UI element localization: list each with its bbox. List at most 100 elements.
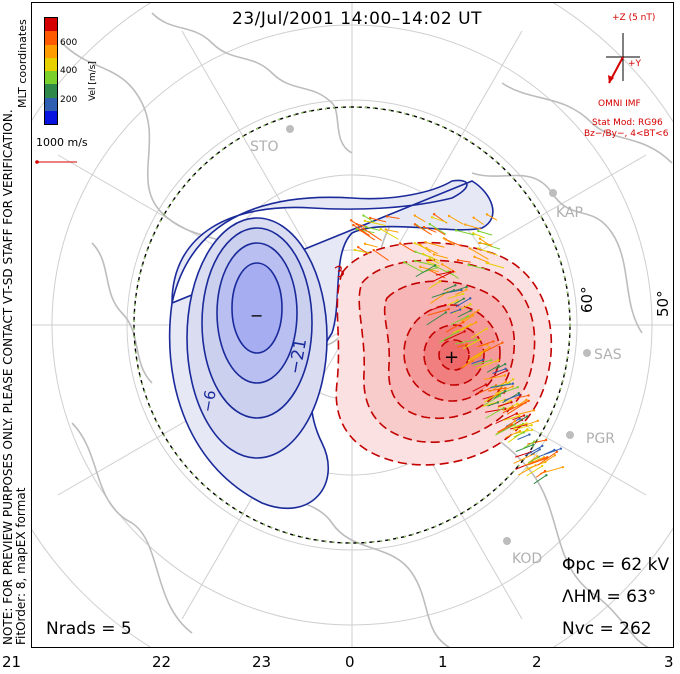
colorbar-tick-600: 600 (60, 38, 78, 48)
velocity-vector-origin (516, 386, 520, 389)
stat-lambda-label: ΛHM (562, 587, 602, 607)
velocity-vector-origin (478, 237, 482, 240)
stat-nvc-value: = 262 (599, 619, 652, 639)
velocity-vector-origin (485, 261, 489, 265)
velocity-vector (455, 339, 476, 345)
velocity-vector (524, 456, 545, 466)
velocity-vector-origin (364, 225, 367, 229)
velocity-vector-origin (525, 415, 529, 418)
velocity-vector-origin (384, 228, 387, 231)
velocity-vector (513, 453, 534, 464)
velocity-vector-origin (530, 423, 533, 427)
velocity-vector-origin (503, 362, 507, 366)
velocity-vector (495, 386, 513, 394)
velocity-vector-origin (553, 454, 557, 457)
velocity-vector-origin (350, 219, 353, 222)
velocity-vector-origin (510, 401, 513, 404)
velocity-vector (486, 365, 499, 373)
velocity-vector (486, 214, 498, 221)
lat-label-50: 50° (654, 290, 672, 317)
velocity-vector-origin (472, 216, 475, 219)
velocity-vector-origin (511, 385, 514, 388)
velocity-vector (354, 249, 370, 254)
velocity-vector-origin (518, 417, 521, 420)
colorbar-cell (45, 57, 57, 71)
velocity-vector-origin (403, 261, 406, 264)
velocity-vector (435, 228, 446, 236)
velocity-vector-origin (528, 433, 531, 436)
velocity-vector (448, 215, 464, 225)
velocity-vector (363, 215, 375, 223)
velocity-vector-origin (522, 431, 526, 434)
velocity-vector-origin (543, 469, 547, 473)
velocity-vector (503, 394, 520, 401)
velocity-vector (414, 223, 432, 236)
velocity-vector-origin (477, 309, 480, 312)
velocity-vector (452, 303, 471, 314)
velocity-vector (359, 229, 376, 241)
velocity-vector-origin (435, 266, 438, 269)
velocity-vector-origin (438, 280, 442, 283)
velocity-vector (447, 299, 458, 306)
velocity-vector (353, 224, 371, 236)
velocity-vector (443, 284, 456, 291)
velocity-vector-origin (363, 242, 367, 246)
velocity-vector (428, 261, 440, 267)
velocity-vector-origin (510, 423, 513, 426)
velocity-vector (515, 409, 535, 416)
velocity-vector-origin (541, 444, 544, 448)
velocity-vector-origin (456, 299, 459, 302)
velocity-vector (425, 241, 445, 248)
velocity-vector-origin (465, 288, 468, 291)
velocity-vector-origin (462, 320, 465, 324)
velocity-vector (538, 448, 562, 458)
velocity-vector-origin (469, 297, 472, 300)
velocity-vector (518, 415, 528, 423)
velocity-vector-origin (533, 440, 536, 443)
negative-potential-cell (168, 179, 494, 509)
velocity-vector-origin (413, 223, 417, 226)
velocity-vector-origin (447, 308, 450, 311)
velocity-vector-origin (518, 414, 521, 418)
velocity-vector-origin (385, 215, 389, 218)
velocity-vector (497, 401, 512, 407)
stat-lambda-value: = 63° (606, 587, 657, 607)
velocity-vector (492, 368, 506, 374)
hour-label-21: 21 (2, 653, 22, 671)
velocity-vector-origin (504, 380, 508, 384)
lat-label-60: 60° (578, 286, 596, 313)
velocity-vector-origin (355, 228, 358, 231)
velocity-vector (385, 229, 399, 233)
velocity-vector (523, 441, 535, 449)
velocity-vector-origin (525, 422, 528, 425)
min-marker: − (250, 306, 263, 325)
station-kod: KOD (512, 551, 543, 567)
velocity-vector (457, 259, 471, 263)
velocity-vector-origin (362, 227, 365, 230)
velocity-vector (514, 394, 529, 399)
velocity-vector-origin (352, 223, 355, 227)
station-kap: KAP (556, 205, 583, 221)
velocity-vector-origin (468, 247, 472, 250)
velocity-vector (468, 346, 490, 360)
velocity-vector (433, 253, 449, 259)
velocity-vector-origin (505, 369, 509, 372)
velocity-vector-origin (530, 428, 534, 432)
velocity-vector-origin (454, 229, 458, 232)
velocity-vector (431, 289, 455, 298)
velocity-vector (426, 312, 447, 326)
velocity-vector (530, 448, 540, 456)
velocity-vector (463, 322, 477, 329)
velocity-vector-origin (433, 264, 437, 267)
velocity-vector (429, 223, 447, 235)
velocity-vector (472, 359, 492, 366)
velocity-vector (430, 291, 448, 304)
velocity-vector (462, 339, 480, 350)
velocity-vector (414, 215, 426, 223)
velocity-vector-origin (424, 241, 427, 244)
colorbar-cell (45, 110, 57, 124)
velocity-vector (453, 298, 465, 305)
imf-condition: Bz−/By−, 4<BT<6 (584, 129, 669, 139)
velocity-vector (399, 243, 415, 253)
velocity-vector (468, 264, 486, 270)
